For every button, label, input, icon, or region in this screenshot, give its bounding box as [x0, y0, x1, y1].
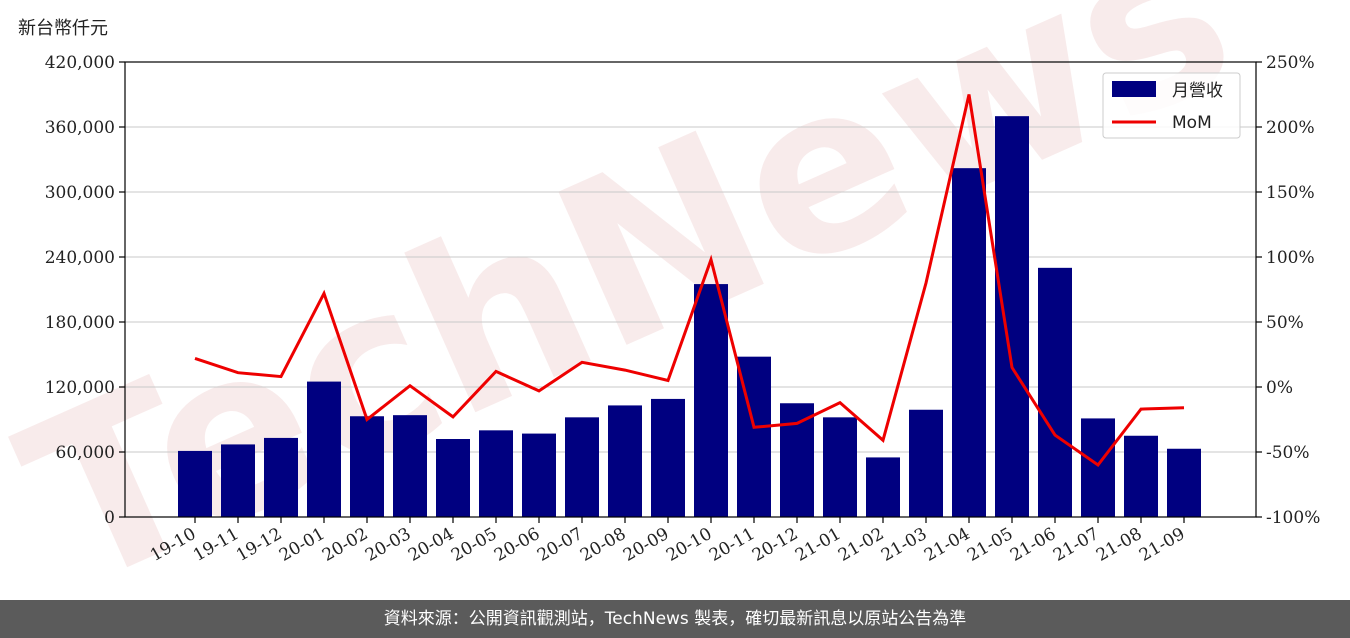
bar [780, 403, 814, 517]
mom-line [194, 94, 1185, 468]
x-tick-label: 21-09 [1136, 524, 1188, 566]
x-tick-label: 20-12 [749, 524, 801, 566]
x-tick-label: 21-07 [1050, 524, 1102, 566]
bar-series [178, 116, 1201, 518]
x-tick-label: 21-02 [835, 524, 887, 566]
legend-bar-swatch [1112, 81, 1156, 97]
plot-frame [124, 61, 1257, 518]
y-left-tick-label: 300,000 [45, 183, 115, 203]
x-tick-label: 20-08 [577, 524, 629, 566]
y-right-tick-label: 250% [1266, 53, 1315, 73]
bar [393, 415, 427, 517]
y-right-tick-label: -100% [1266, 508, 1320, 528]
x-tick-label: 20-09 [620, 524, 672, 566]
y-right-tick-label: 50% [1266, 313, 1304, 333]
y-right-tick-label: 150% [1266, 183, 1315, 203]
bar [1081, 418, 1115, 517]
source-footer: 資料來源：公開資訊觀測站，TechNews 製表，確切最新訊息以原站公告為準 [0, 600, 1350, 638]
source-text: 資料來源：公開資訊觀測站，TechNews 製表，確切最新訊息以原站公告為準 [383, 609, 967, 629]
chart: TechNews 060,000120,000180,000240,000300… [0, 0, 1320, 600]
bar [307, 381, 341, 517]
x-tick-label: 20-10 [663, 524, 715, 566]
bar [995, 116, 1029, 518]
y-left-tick-label: 240,000 [45, 248, 115, 268]
x-tick-label: 20-05 [448, 524, 500, 566]
x-tick-label: 20-04 [405, 524, 457, 566]
x-tick-label: 20-06 [491, 524, 543, 566]
x-tick-label: 20-07 [534, 524, 586, 566]
x-tick-label: 21-08 [1093, 524, 1145, 566]
x-tick-label: 20-03 [362, 524, 414, 566]
legend-bar-label: 月營收 [1172, 81, 1223, 101]
y-left-tick-label: 60,000 [56, 443, 115, 463]
y-axis-unit-label: 新台幣仟元 [18, 18, 108, 39]
y-right-tick-label: 0% [1266, 378, 1293, 398]
bar [264, 437, 298, 517]
y-right-tick-label: -50% [1266, 443, 1310, 463]
y-left-tick-label: 180,000 [45, 313, 115, 333]
legend-line-label: MoM [1172, 113, 1212, 133]
x-tick-label: 21-01 [792, 524, 844, 566]
y-right-tick-label: 100% [1266, 248, 1315, 268]
bar [1167, 448, 1201, 517]
x-tick-label: 20-11 [706, 524, 758, 566]
bar [221, 444, 255, 517]
line-series [194, 94, 1185, 468]
bar [651, 398, 685, 517]
bar [866, 457, 900, 517]
y-left-tick-label: 360,000 [45, 118, 115, 138]
x-tick-label: 21-06 [1007, 524, 1059, 566]
y-right-tick-label: 200% [1266, 118, 1315, 138]
bar [350, 416, 384, 517]
legend: 月營收 MoM [1102, 72, 1241, 139]
bar [522, 433, 556, 517]
bar [436, 439, 470, 517]
bar [823, 417, 857, 517]
y-left-tick-label: 0 [104, 508, 115, 528]
bar [952, 168, 986, 517]
bar [178, 450, 212, 517]
x-tick-label: 21-05 [964, 524, 1016, 566]
bar [909, 409, 943, 517]
bar [565, 417, 599, 517]
x-tick-label: 21-03 [878, 524, 930, 566]
bar [479, 430, 513, 517]
bar [694, 284, 728, 517]
bar [1124, 435, 1158, 517]
bar [608, 405, 642, 517]
bar [1038, 267, 1072, 517]
x-tick-label: 21-04 [921, 524, 973, 566]
y-left-tick-label: 420,000 [45, 53, 115, 73]
y-left-tick-label: 120,000 [45, 378, 115, 398]
